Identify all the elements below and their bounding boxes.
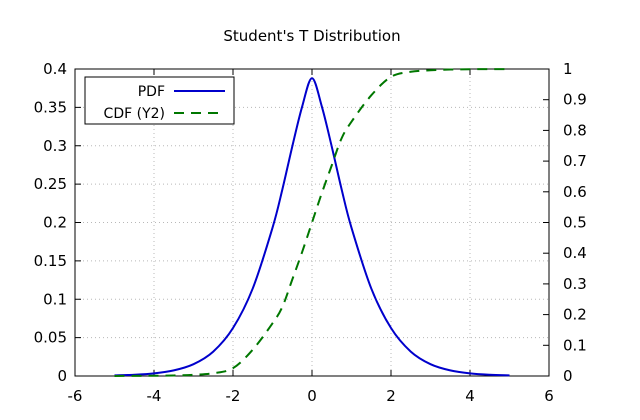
y2-tick-label: 0.9 xyxy=(563,91,587,109)
y-tick-label: 0.1 xyxy=(43,290,67,308)
legend-box xyxy=(84,76,235,125)
y2-tick-label: 0.4 xyxy=(563,244,587,262)
y-tick-label: 0.25 xyxy=(34,175,67,193)
legend-label: PDF xyxy=(138,84,165,100)
y2-tick-label: 0.7 xyxy=(563,152,587,170)
x-tick-label: -2 xyxy=(226,387,241,405)
x-tick-label: 2 xyxy=(386,387,396,405)
y-tick-label: 0.15 xyxy=(34,252,67,270)
y-tick-label: 0 xyxy=(57,367,67,385)
y2-tick-label: 0.6 xyxy=(563,183,587,201)
y2-tick-label: 0 xyxy=(563,367,573,385)
series-line-cdf xyxy=(114,68,510,377)
y2-tick-label: 0.5 xyxy=(563,214,587,232)
y-tick-label: 0.2 xyxy=(43,214,67,232)
y2-tick-label: 0.8 xyxy=(563,121,587,139)
x-tick-label: -4 xyxy=(147,387,162,405)
y-tick-label: 0.3 xyxy=(43,137,67,155)
y-tick-label: 0.35 xyxy=(34,98,67,116)
series-line-pdf xyxy=(114,77,510,377)
chart-title: Student's T Distribution xyxy=(223,27,400,45)
y2-tick-label: 0.1 xyxy=(563,336,587,354)
x-tick-label: 6 xyxy=(544,387,554,405)
y2-tick-label: 0.2 xyxy=(563,306,587,324)
y-tick-label: 0.4 xyxy=(43,60,67,78)
y2-tick-label: 0.3 xyxy=(563,275,587,293)
y2-tick-label: 1 xyxy=(563,60,573,78)
legend-label: CDF (Y2) xyxy=(104,106,165,122)
x-tick-label: -6 xyxy=(68,387,83,405)
x-tick-label: 0 xyxy=(307,387,317,405)
y-tick-label: 0.05 xyxy=(34,329,67,347)
x-tick-label: 4 xyxy=(465,387,475,405)
